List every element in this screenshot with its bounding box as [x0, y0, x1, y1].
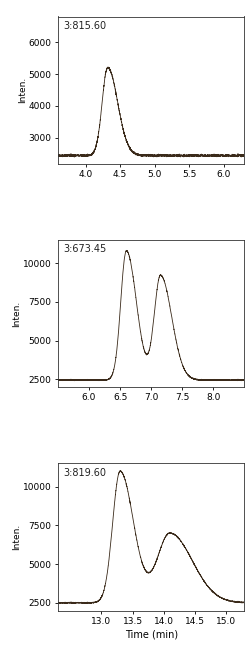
X-axis label: Time (min): Time (min): [125, 630, 178, 640]
Text: 3:673.45: 3:673.45: [64, 244, 107, 254]
Y-axis label: Inten.: Inten.: [13, 524, 22, 550]
Y-axis label: Inten.: Inten.: [13, 300, 22, 327]
Text: 3:815.60: 3:815.60: [64, 21, 107, 31]
Text: 3:819.60: 3:819.60: [64, 468, 107, 478]
Y-axis label: Inten.: Inten.: [18, 77, 27, 103]
